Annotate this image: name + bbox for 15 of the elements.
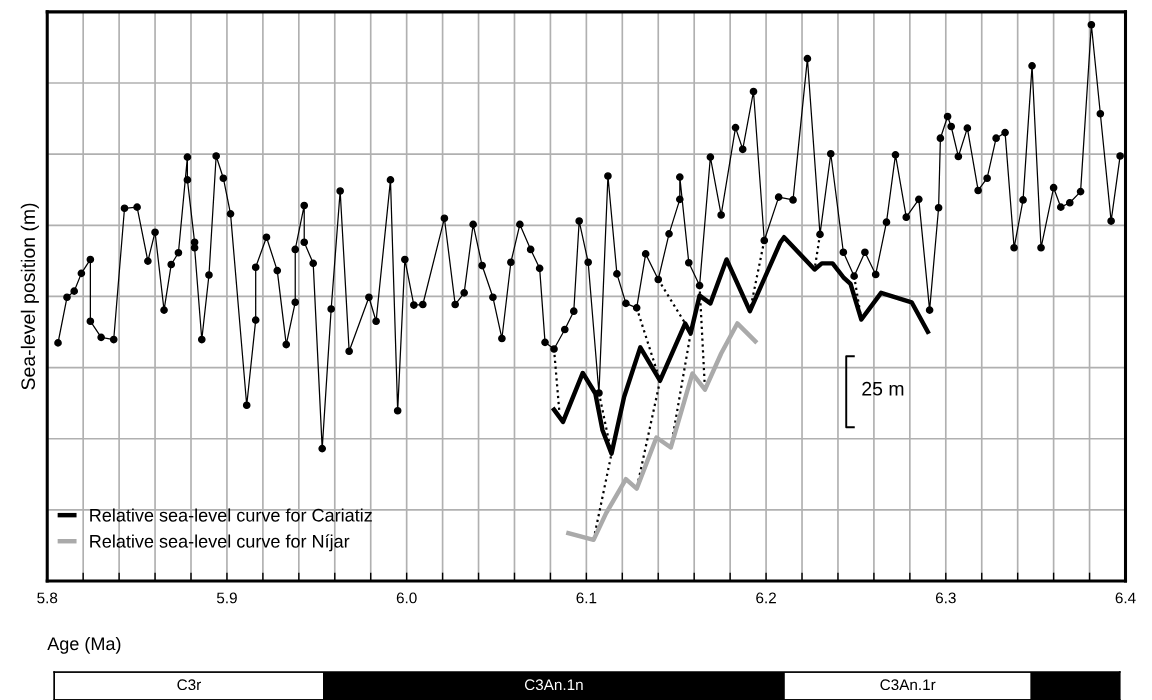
- series-label: C3An.1r: [880, 679, 936, 691]
- legend-label: Relative sea-level curve for Níjar: [90, 534, 350, 552]
- y-axis-title: Sea-level position (m): [20, 203, 39, 390]
- x-axis-title: Age (Ma): [47, 636, 121, 654]
- series-label: C3An.1n: [524, 679, 583, 691]
- x-tick-label: 6.1: [576, 592, 597, 604]
- x-tick-label: 6.2: [756, 592, 776, 604]
- x-tick-label: 6.3: [935, 592, 956, 604]
- x-tick-label: 6.0: [396, 592, 417, 604]
- series-label: C3r: [177, 679, 201, 691]
- legend-label: Relative sea-level curve for Cariatiz: [90, 508, 372, 522]
- x-tick-label: 6.4: [1115, 592, 1136, 604]
- x-tick-label: 5.9: [216, 592, 237, 604]
- x-tick-label: 5.8: [37, 592, 58, 604]
- annotation: 25 m: [862, 381, 904, 396]
